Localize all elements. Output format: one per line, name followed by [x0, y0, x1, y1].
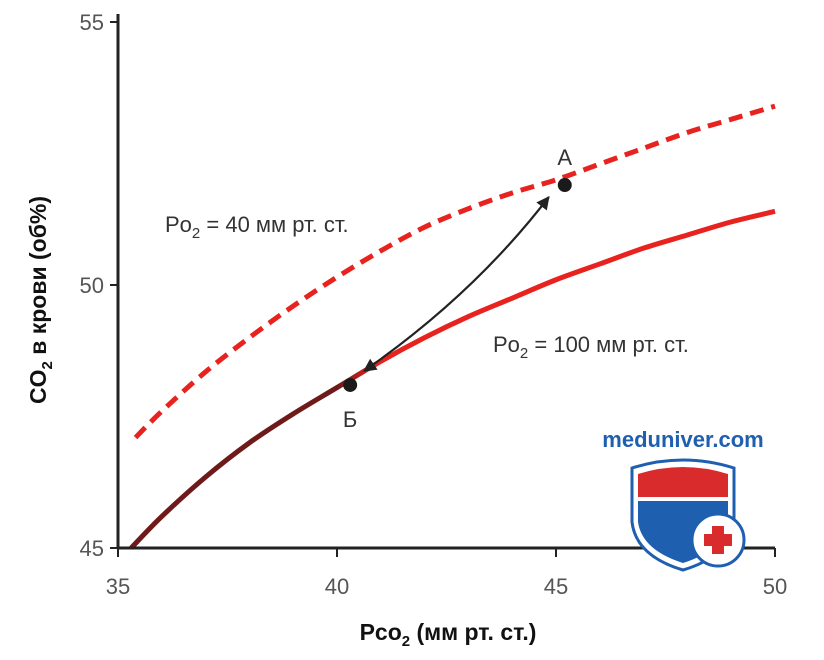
series-label-po2-40: Po2 = 40 мм рт. ст. [165, 212, 349, 242]
point-marker-b [343, 377, 358, 392]
transition-double-arrow [363, 196, 550, 372]
y-tick-label: 50 [80, 273, 104, 298]
ticks-group: 35 40 45 50 45 50 55 [80, 10, 788, 599]
x-tick-label: 35 [106, 574, 130, 599]
y-axis-title: CO2 в крови (об%) [25, 196, 56, 404]
point-label-a: А [557, 145, 572, 170]
series-label-po2-100: Po2 = 100 мм рт. ст. [493, 332, 689, 362]
shield-logo-icon [630, 458, 746, 572]
x-tick-label: 45 [544, 574, 568, 599]
x-tick-label: 40 [325, 574, 349, 599]
points-group: АБ [343, 145, 572, 432]
series-line-po2-40 [133, 103, 776, 440]
point-label-b: Б [343, 407, 357, 432]
point-marker-a [557, 178, 572, 193]
x-axis-title: Pco2 (мм рт. ст.) [360, 619, 537, 650]
y-tick-label: 45 [80, 536, 104, 561]
x-tick-label: 50 [763, 574, 787, 599]
watermark-text: meduniver.com [602, 427, 763, 452]
y-tick-label: 55 [80, 10, 104, 35]
